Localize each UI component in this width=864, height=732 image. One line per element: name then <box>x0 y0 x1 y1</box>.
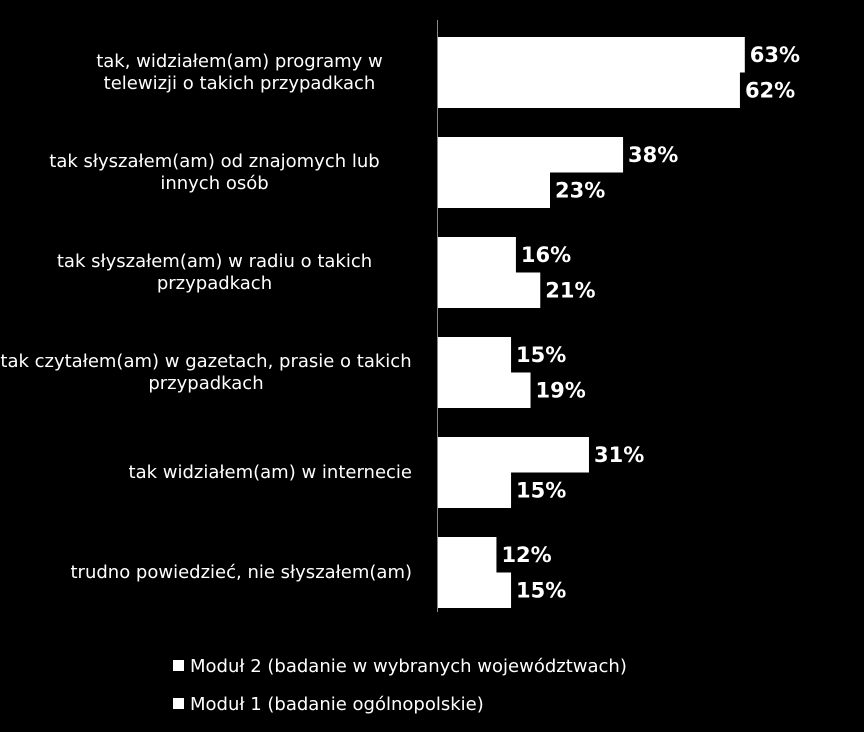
value-label: 38% <box>628 143 678 167</box>
category-label-box: trudno powiedzieć, nie słyszałem(am) <box>71 537 413 609</box>
legend-swatch <box>173 660 184 671</box>
category-label-box: tak widziałem(am) w internecie <box>129 437 412 509</box>
value-label: 16% <box>521 243 571 267</box>
category-label: tak słyszałem(am) w radiu o takich przyp… <box>56 251 373 294</box>
bar <box>438 437 589 473</box>
category-label: trudno powiedzieć, nie słyszałem(am) <box>70 562 413 583</box>
bar <box>438 137 624 173</box>
bar <box>438 172 551 208</box>
bar <box>438 272 541 308</box>
value-label: 23% <box>555 178 605 202</box>
value-label: 15% <box>516 578 566 602</box>
bar <box>438 37 745 73</box>
bar <box>438 537 497 573</box>
value-label: 19% <box>536 378 586 402</box>
category-label: tak, widziałem(am) programy w telewizji … <box>96 51 383 94</box>
value-label: 62% <box>745 78 795 102</box>
legend-swatch <box>173 698 184 709</box>
value-label: 15% <box>516 343 566 367</box>
category-label-box: tak, widziałem(am) programy w telewizji … <box>67 37 412 109</box>
value-label: 15% <box>516 478 566 502</box>
category-label: tak widziałem(am) w internecie <box>128 462 412 483</box>
category-label-box: tak słyszałem(am) od znajomych lub innyc… <box>17 137 412 209</box>
bar <box>438 572 512 608</box>
value-label: 31% <box>594 443 644 467</box>
legend-label: Moduł 1 (badanie ogólnopolskie) <box>190 694 484 715</box>
bar <box>438 472 512 508</box>
value-label: 21% <box>545 278 595 302</box>
category-label: tak słyszałem(am) od znajomych lub innyc… <box>49 151 380 194</box>
value-label: 12% <box>501 543 551 567</box>
bar <box>438 72 740 108</box>
category-label-box: tak słyszałem(am) w radiu o takich przyp… <box>17 237 412 309</box>
bar <box>438 337 512 373</box>
category-label: tak czytałem(am) w gazetach, prasie o ta… <box>0 351 412 394</box>
bar <box>438 237 516 273</box>
value-label: 63% <box>750 43 800 67</box>
category-label-box: tak czytałem(am) w gazetach, prasie o ta… <box>0 337 412 409</box>
legend-label: Moduł 2 (badanie w wybranych województwa… <box>190 656 627 677</box>
bar <box>438 372 531 408</box>
